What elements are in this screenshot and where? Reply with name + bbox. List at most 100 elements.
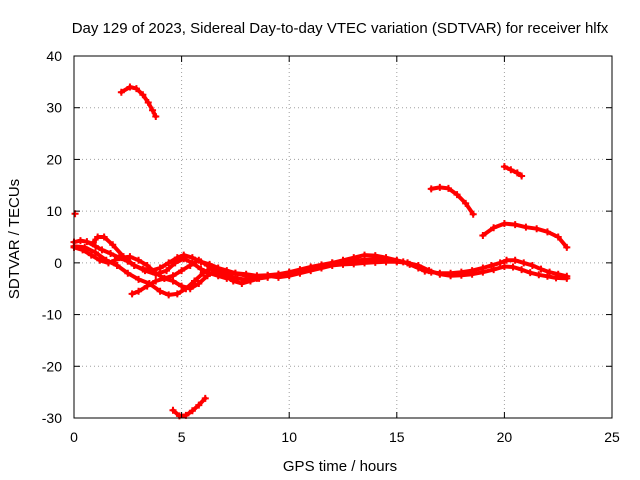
data-point (469, 210, 477, 218)
data-point (76, 237, 84, 245)
series-s4 (427, 183, 477, 218)
data-point (169, 277, 177, 285)
data-point (197, 265, 205, 273)
data-point (139, 91, 147, 99)
data-point (255, 274, 263, 282)
data-point (92, 249, 100, 257)
data-point (221, 272, 229, 280)
data-point (296, 266, 304, 274)
data-point (141, 267, 149, 275)
data-point (195, 401, 203, 409)
data-point (487, 261, 495, 269)
data-point (563, 274, 571, 282)
axis-ticks: 0 5 10 15 20 25 -30 -20 -10 0 10 20 30 40 (42, 48, 620, 445)
data-point (128, 290, 136, 298)
data-point (496, 259, 504, 267)
data-point (171, 259, 179, 267)
data-point (169, 406, 177, 414)
data-point (188, 259, 196, 267)
data-point (113, 261, 121, 269)
x-axis-label: GPS time / hours (283, 458, 397, 475)
y-tick-label: 10 (46, 203, 62, 219)
data-point (100, 233, 108, 241)
data-point (229, 277, 237, 285)
data-point (178, 267, 186, 275)
y-tick-label: -10 (42, 307, 62, 323)
data-point (543, 228, 551, 236)
data-point (107, 250, 115, 258)
data-point (500, 163, 508, 171)
data-point (203, 261, 211, 269)
x-tick-label: 10 (281, 429, 297, 445)
data-point (274, 270, 282, 278)
data-point (152, 277, 160, 285)
data-point (87, 251, 95, 259)
y-tick-label: -20 (42, 358, 62, 374)
data-point (382, 256, 390, 264)
data-point (427, 185, 435, 193)
series-line (429, 185, 476, 217)
data-point (503, 256, 511, 264)
data-point (143, 261, 151, 269)
plot-frame (73, 55, 613, 419)
data-point (436, 183, 444, 191)
data-point (143, 282, 151, 290)
data-point (537, 265, 545, 273)
data-point (231, 269, 239, 277)
data-point (543, 272, 551, 280)
y-tick-label: -30 (42, 410, 62, 426)
data-point (546, 268, 554, 276)
y-tick-label: 20 (46, 151, 62, 167)
data-point (124, 269, 132, 277)
data-point (126, 83, 134, 91)
data-point (447, 272, 455, 280)
data-point (522, 223, 530, 231)
data-point (479, 268, 487, 276)
x-tick-label: 15 (389, 429, 405, 445)
data-point (109, 241, 117, 249)
data-point (511, 221, 519, 229)
data-point (535, 271, 543, 279)
data-point (94, 233, 102, 241)
data-point (79, 246, 87, 254)
data-point (500, 220, 508, 228)
data-point (111, 256, 119, 264)
x-tick-label: 20 (497, 429, 513, 445)
data-point (201, 394, 209, 402)
data-point (203, 272, 211, 280)
data-point (188, 407, 196, 415)
data-point (513, 169, 521, 177)
data-point (479, 231, 487, 239)
data-point (135, 287, 143, 295)
data-point (163, 267, 171, 275)
data-point (119, 253, 127, 261)
data-point (518, 172, 526, 180)
data-point (350, 257, 358, 265)
data-point (533, 225, 541, 233)
data-point (453, 191, 461, 199)
data-point (307, 263, 315, 271)
data-point (361, 256, 369, 264)
data-point (526, 269, 534, 277)
x-tick-label: 5 (178, 429, 186, 445)
data-point (96, 256, 104, 264)
y-tick-label: 30 (46, 100, 62, 116)
data-point (160, 274, 168, 282)
data-point (92, 242, 100, 250)
data-point (104, 259, 112, 267)
data-point (195, 280, 203, 288)
data-point (144, 99, 152, 107)
series-line (171, 396, 208, 418)
data-point (165, 259, 173, 267)
data-point (393, 257, 401, 265)
data-point (98, 246, 106, 254)
data-point (490, 224, 498, 232)
data-point (436, 270, 444, 278)
series-s6 (479, 220, 571, 251)
data-point (490, 266, 498, 274)
data-point (264, 273, 272, 281)
data-point (180, 255, 188, 263)
data-point (178, 282, 186, 290)
data-point (457, 271, 465, 279)
